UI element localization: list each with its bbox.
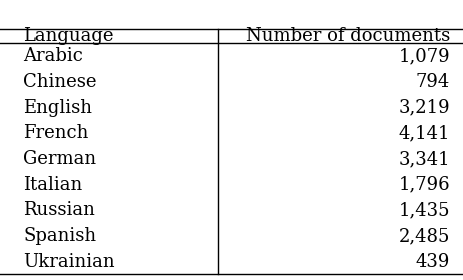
Text: 1,079: 1,079: [398, 47, 449, 65]
Text: Number of documents: Number of documents: [245, 27, 449, 45]
Text: Arabic: Arabic: [23, 47, 83, 65]
Text: 3,341: 3,341: [398, 150, 449, 168]
Text: 794: 794: [415, 73, 449, 91]
Text: 2,485: 2,485: [398, 227, 449, 245]
Text: 1,796: 1,796: [398, 176, 449, 193]
Text: 439: 439: [415, 253, 449, 270]
Text: German: German: [23, 150, 96, 168]
Text: English: English: [23, 99, 92, 116]
Text: 4,141: 4,141: [398, 124, 449, 142]
Text: 3,219: 3,219: [398, 99, 449, 116]
Text: Ukrainian: Ukrainian: [23, 253, 114, 270]
Text: Language: Language: [23, 27, 113, 45]
Text: French: French: [23, 124, 88, 142]
Text: Russian: Russian: [23, 201, 95, 219]
Text: Spanish: Spanish: [23, 227, 96, 245]
Text: Chinese: Chinese: [23, 73, 96, 91]
Text: 1,435: 1,435: [398, 201, 449, 219]
Text: Italian: Italian: [23, 176, 82, 193]
